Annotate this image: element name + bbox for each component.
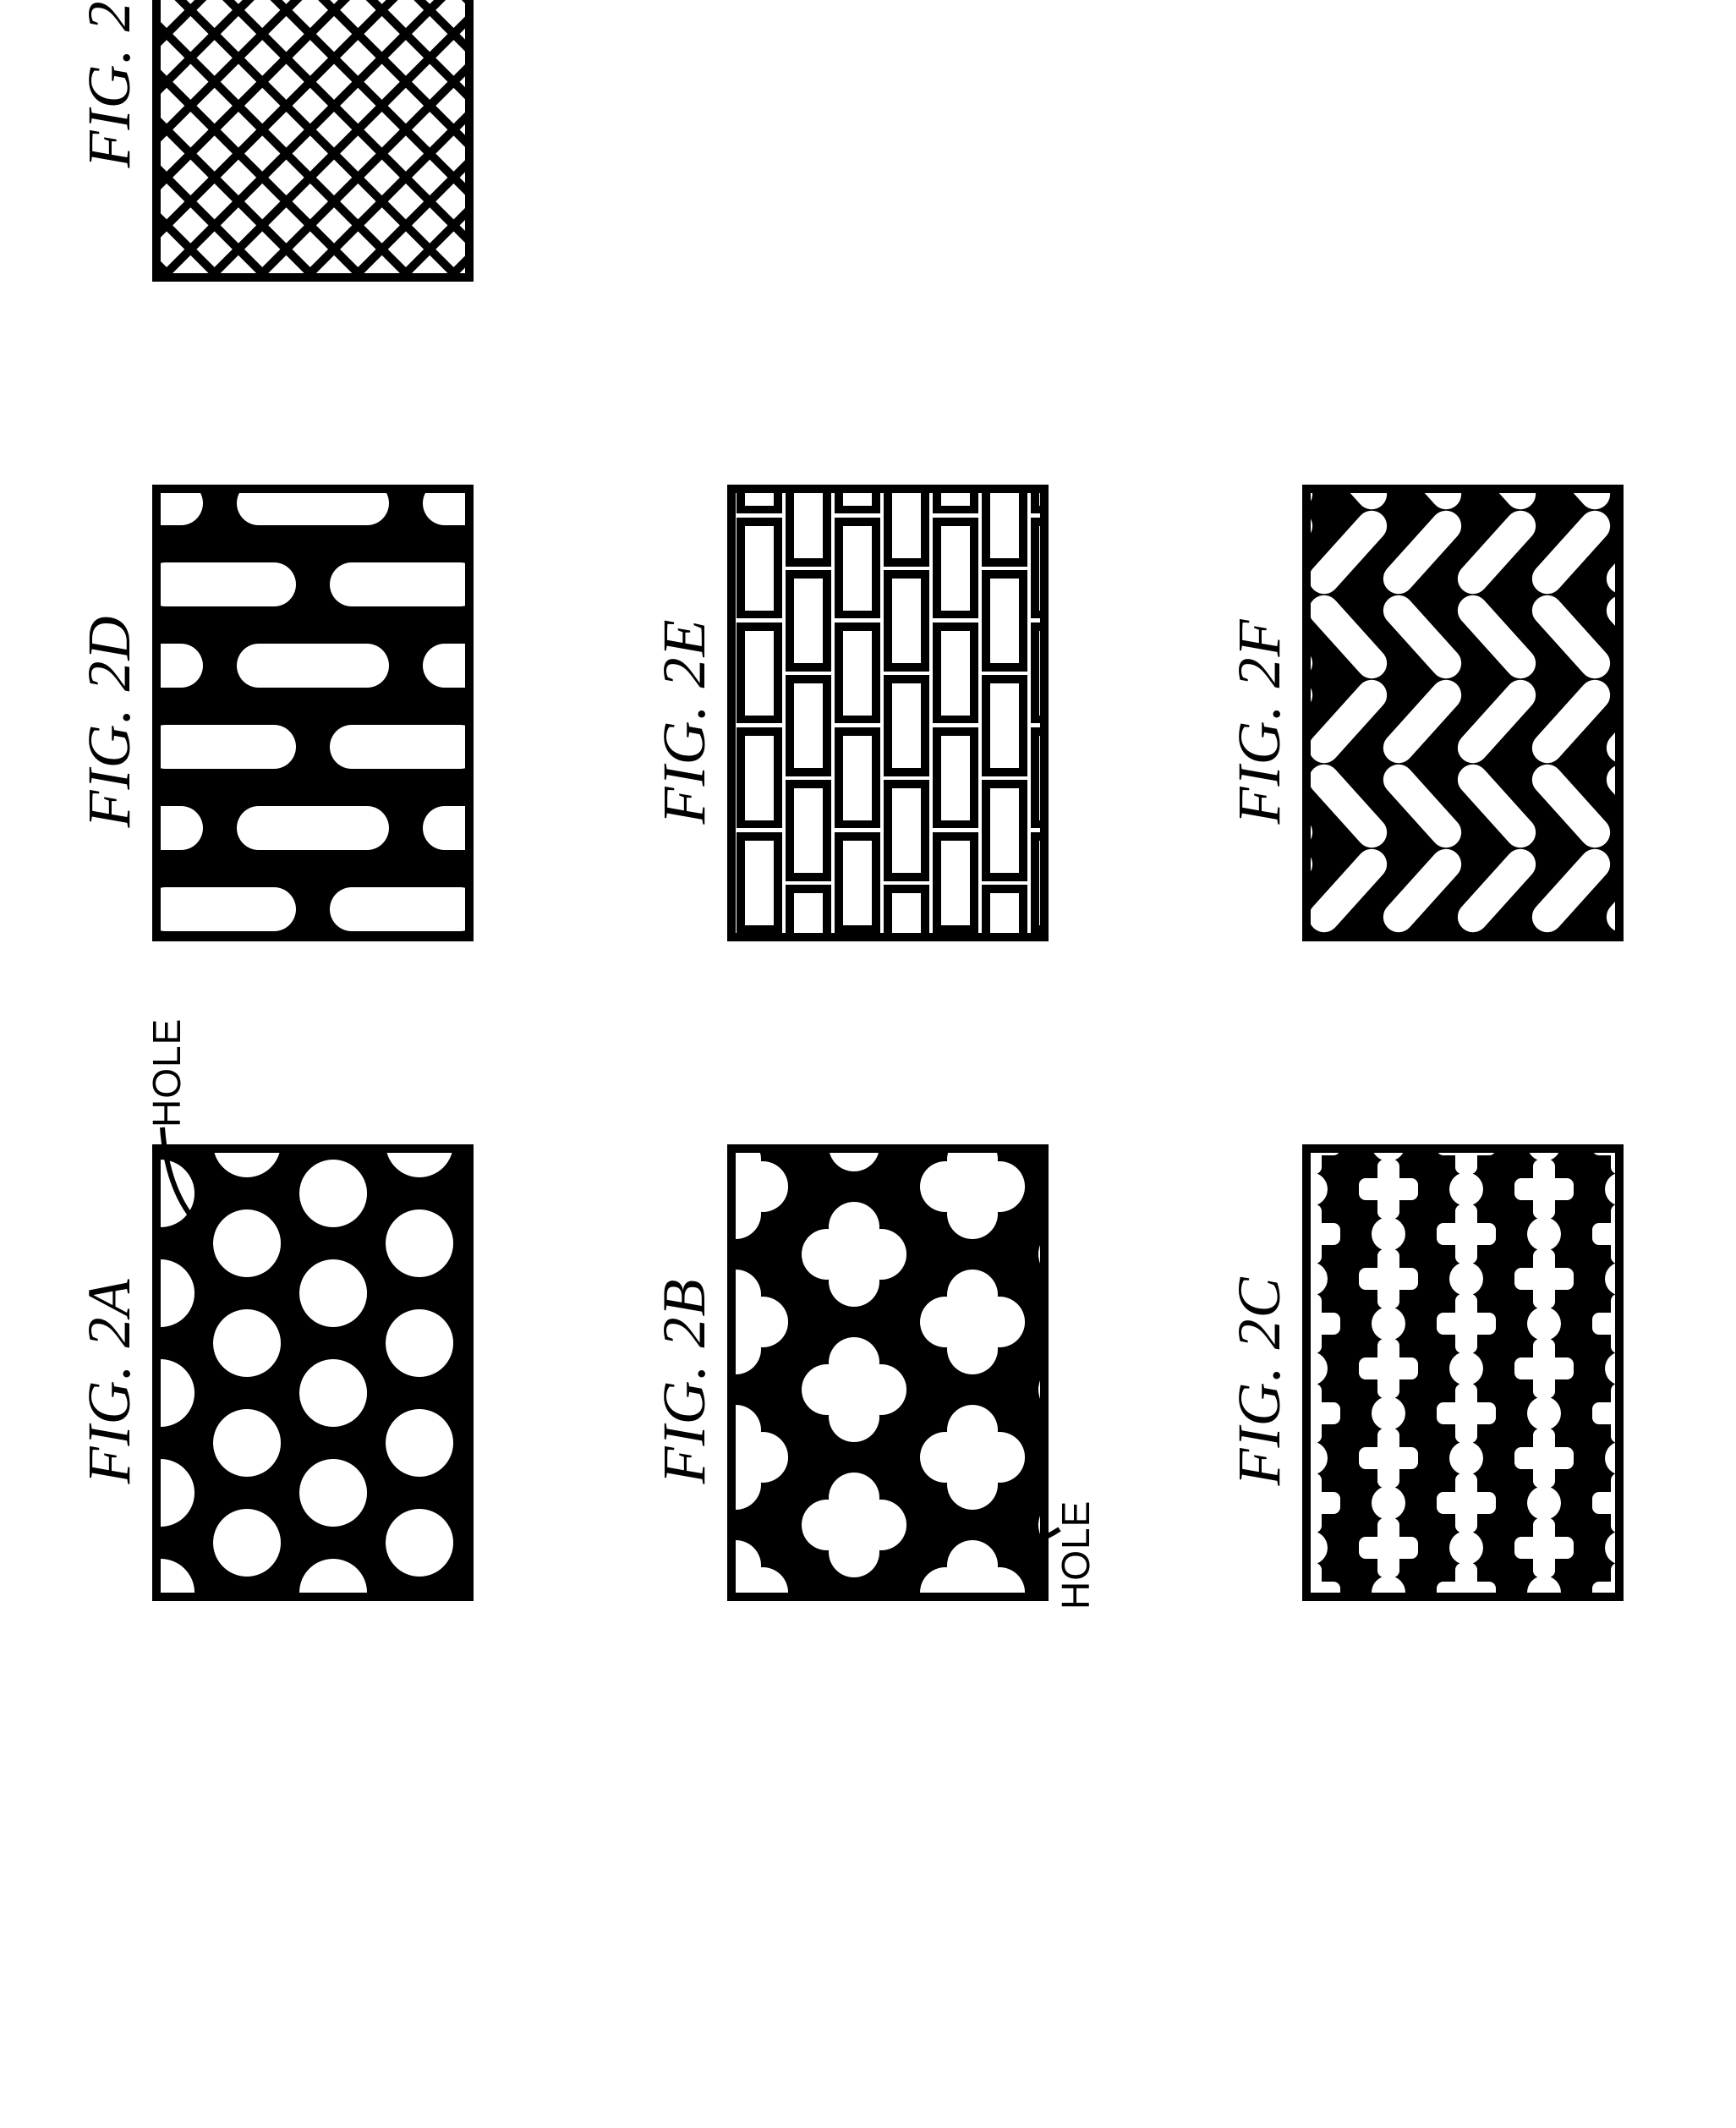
figure-2b-annotation: HOLE xyxy=(1053,1500,1098,1610)
figure-2c-swatch xyxy=(1302,1144,1624,1601)
figure-2c-label: FIG. 2C xyxy=(1224,1161,1295,1601)
figure-2c: FIG. 2C xyxy=(1302,1144,1624,1601)
figure-2a: FIG. 2A xyxy=(152,1144,474,1601)
figure-2f: FIG. 2F xyxy=(1302,485,1624,941)
figure-2d-label: FIG. 2D xyxy=(74,502,145,941)
figure-2g-swatch xyxy=(152,0,474,282)
page: FIG. 2A xyxy=(0,0,1736,1736)
figure-2f-label: FIG. 2F xyxy=(1224,502,1295,941)
figure-2b-label: FIG. 2B xyxy=(649,1161,720,1601)
figure-2e: FIG. 2E xyxy=(727,485,1049,941)
figure-2e-label: FIG. 2E xyxy=(649,502,720,941)
figure-2b: FIG. 2B xyxy=(727,1144,1049,1601)
figure-2a-annotation: HOLE xyxy=(144,1018,189,1127)
figure-2d-swatch xyxy=(152,485,474,941)
figure-2f-swatch xyxy=(1302,485,1624,941)
figure-2g-label: FIG. 2G xyxy=(74,0,145,282)
figure-2g: FIG. 2G xyxy=(152,0,474,282)
figure-2d: FIG. 2D xyxy=(152,485,474,941)
figure-2a-label: FIG. 2A xyxy=(74,1161,145,1601)
figure-2e-swatch xyxy=(727,485,1049,941)
